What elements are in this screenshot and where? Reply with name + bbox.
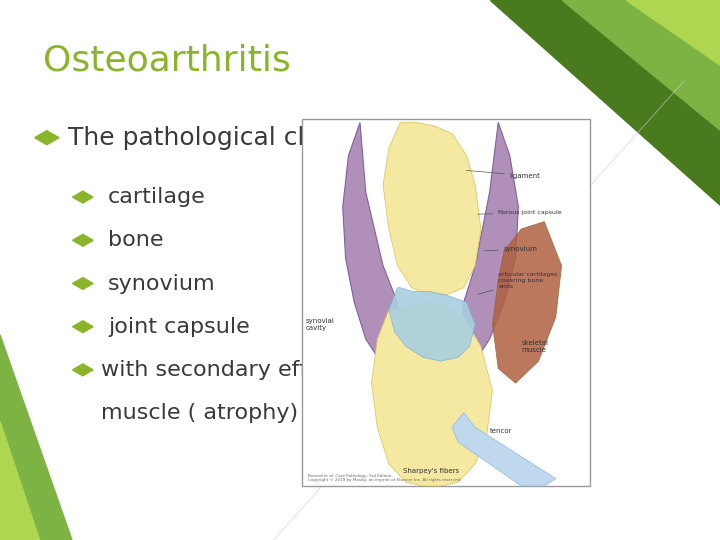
Polygon shape xyxy=(73,234,93,246)
Polygon shape xyxy=(343,123,403,368)
Polygon shape xyxy=(452,413,556,486)
Text: synovium: synovium xyxy=(108,273,215,294)
Text: tencor: tencor xyxy=(490,428,512,434)
Polygon shape xyxy=(35,131,59,145)
Text: fibrous joint capsule: fibrous joint capsule xyxy=(478,210,562,215)
Polygon shape xyxy=(73,278,93,289)
Polygon shape xyxy=(372,302,492,486)
Polygon shape xyxy=(458,123,518,368)
Text: bone: bone xyxy=(108,230,163,251)
Text: with secondary effects on: with secondary effects on xyxy=(101,360,388,380)
Polygon shape xyxy=(0,421,40,540)
Text: Osteoarthritis: Osteoarthritis xyxy=(43,43,291,77)
Text: synovium: synovium xyxy=(484,246,538,252)
Bar xyxy=(302,119,590,486)
Text: articular cartilages
covering bone
ends: articular cartilages covering bone ends xyxy=(478,272,558,294)
Polygon shape xyxy=(73,191,93,203)
Polygon shape xyxy=(389,288,475,361)
Polygon shape xyxy=(626,0,720,65)
Polygon shape xyxy=(73,321,93,333)
Text: Sharpey's fibers: Sharpey's fibers xyxy=(403,468,459,474)
Polygon shape xyxy=(562,0,720,130)
Text: muscle ( atrophy): muscle ( atrophy) xyxy=(101,403,298,423)
Text: ligament: ligament xyxy=(467,171,541,179)
Text: The pathological changes involve:: The pathological changes involve: xyxy=(68,126,495,150)
Polygon shape xyxy=(492,221,562,383)
Text: joint capsule: joint capsule xyxy=(108,316,250,337)
Text: synovial
cavity: synovial cavity xyxy=(305,318,334,331)
Polygon shape xyxy=(383,123,481,295)
Text: Boored et al. Core Pathology, 3rd Edition.
Copyright © 2019 by Mosby, an imprint: Boored et al. Core Pathology, 3rd Editio… xyxy=(308,474,462,482)
Polygon shape xyxy=(490,0,720,205)
Polygon shape xyxy=(73,364,93,376)
Text: cartilage: cartilage xyxy=(108,187,206,207)
Polygon shape xyxy=(0,335,72,540)
Text: skeletal
muscle: skeletal muscle xyxy=(521,340,549,353)
